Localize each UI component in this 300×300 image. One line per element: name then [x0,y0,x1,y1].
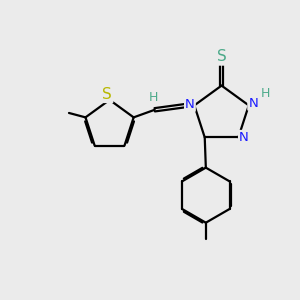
Text: S: S [103,87,112,102]
Text: H: H [261,87,270,100]
Text: H: H [148,91,158,104]
Text: N: N [239,131,249,144]
Text: N: N [185,98,195,111]
Text: S: S [217,50,226,64]
Text: N: N [248,97,258,110]
